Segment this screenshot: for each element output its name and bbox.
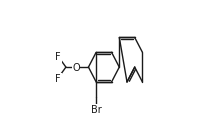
Text: F: F [55,52,61,62]
Text: O: O [72,63,79,73]
Text: Br: Br [90,105,101,115]
Text: F: F [55,74,61,84]
